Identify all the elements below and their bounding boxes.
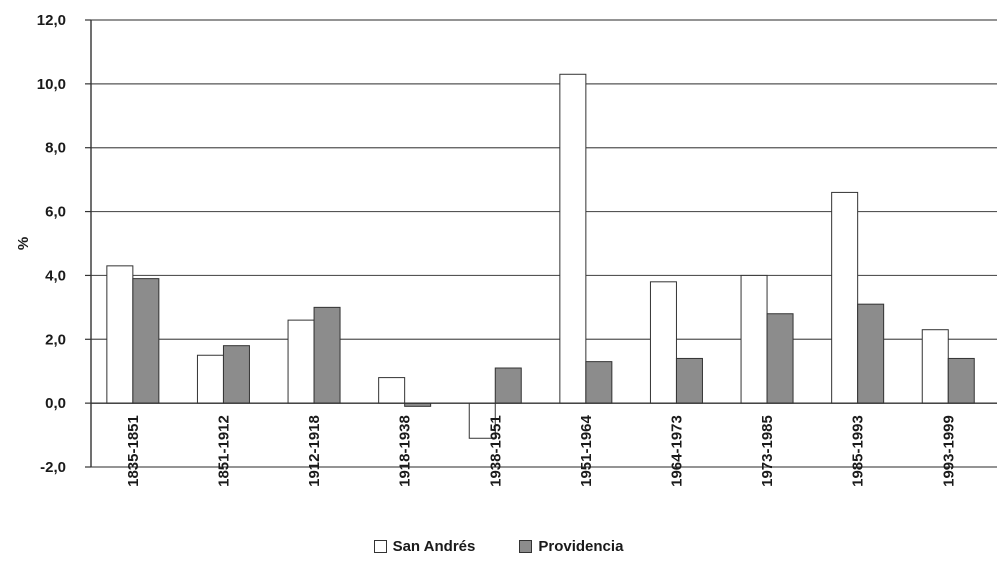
y-tick-label: 10,0 — [37, 76, 66, 93]
category-label: 1964-1973 — [668, 415, 685, 487]
y-tick-label: 2,0 — [45, 331, 66, 348]
y-tick-label: 4,0 — [45, 267, 66, 284]
y-tick-label: 8,0 — [45, 140, 66, 157]
bar-san-andres — [831, 191, 859, 404]
bar-providencia — [585, 361, 613, 404]
category-label: 1835-1851 — [125, 415, 142, 487]
category-label: 1851-1912 — [215, 415, 232, 487]
bar-providencia — [675, 357, 703, 404]
category-labels: 1835-1851 1851-1912 1912-1918 1918-1938 1938… — [125, 414, 957, 486]
y-tick-labels: 12,0 10,0 8,0 6,0 4,0 2,0 0,0 -2,0 — [37, 12, 66, 476]
bar-providencia — [766, 313, 794, 404]
bar-san-andres — [106, 265, 134, 404]
legend-item-providencia: Providencia — [519, 538, 623, 555]
bar-providencia — [222, 345, 250, 404]
bar-san-andres — [378, 377, 406, 404]
y-tick-label: -2,0 — [40, 459, 66, 476]
category-label: 1993-1999 — [940, 415, 957, 487]
bar-san-andres — [921, 329, 949, 404]
y-tick-label: 12,0 — [37, 12, 66, 29]
y-axis-label: % — [15, 237, 32, 250]
grid-lines — [85, 19, 997, 468]
bar-san-andres — [740, 274, 768, 404]
bar-providencia — [132, 278, 160, 404]
category-label: 1938-1951 — [487, 415, 504, 487]
legend-item-san-andres: San Andrés — [373, 538, 476, 555]
bar-san-andres — [559, 73, 587, 404]
category-label: 1918-1938 — [397, 415, 414, 487]
category-label: 1951-1964 — [578, 414, 595, 486]
bar-providencia — [313, 306, 341, 404]
legend-swatch-providencia — [519, 540, 533, 553]
bar-providencia — [947, 357, 975, 404]
legend-label-providencia: Providencia — [538, 538, 624, 555]
bars — [106, 73, 975, 439]
category-label: 1973-1985 — [759, 415, 776, 487]
bar-providencia — [494, 367, 522, 404]
category-label: 1912-1918 — [306, 415, 323, 487]
category-label: 1985-1993 — [850, 415, 867, 487]
y-tick-label: 0,0 — [45, 395, 66, 412]
bar-providencia — [857, 303, 885, 404]
y-tick-label: 6,0 — [45, 204, 66, 221]
legend-swatch-san-andres — [373, 540, 387, 553]
bar-san-andres — [649, 281, 677, 404]
bar-san-andres — [196, 354, 224, 404]
legend-label-san-andres: San Andrés — [392, 538, 476, 555]
bar-san-andres — [287, 319, 315, 404]
legend: San Andrés Providencia — [0, 538, 997, 555]
bar-san-andres — [468, 402, 496, 439]
